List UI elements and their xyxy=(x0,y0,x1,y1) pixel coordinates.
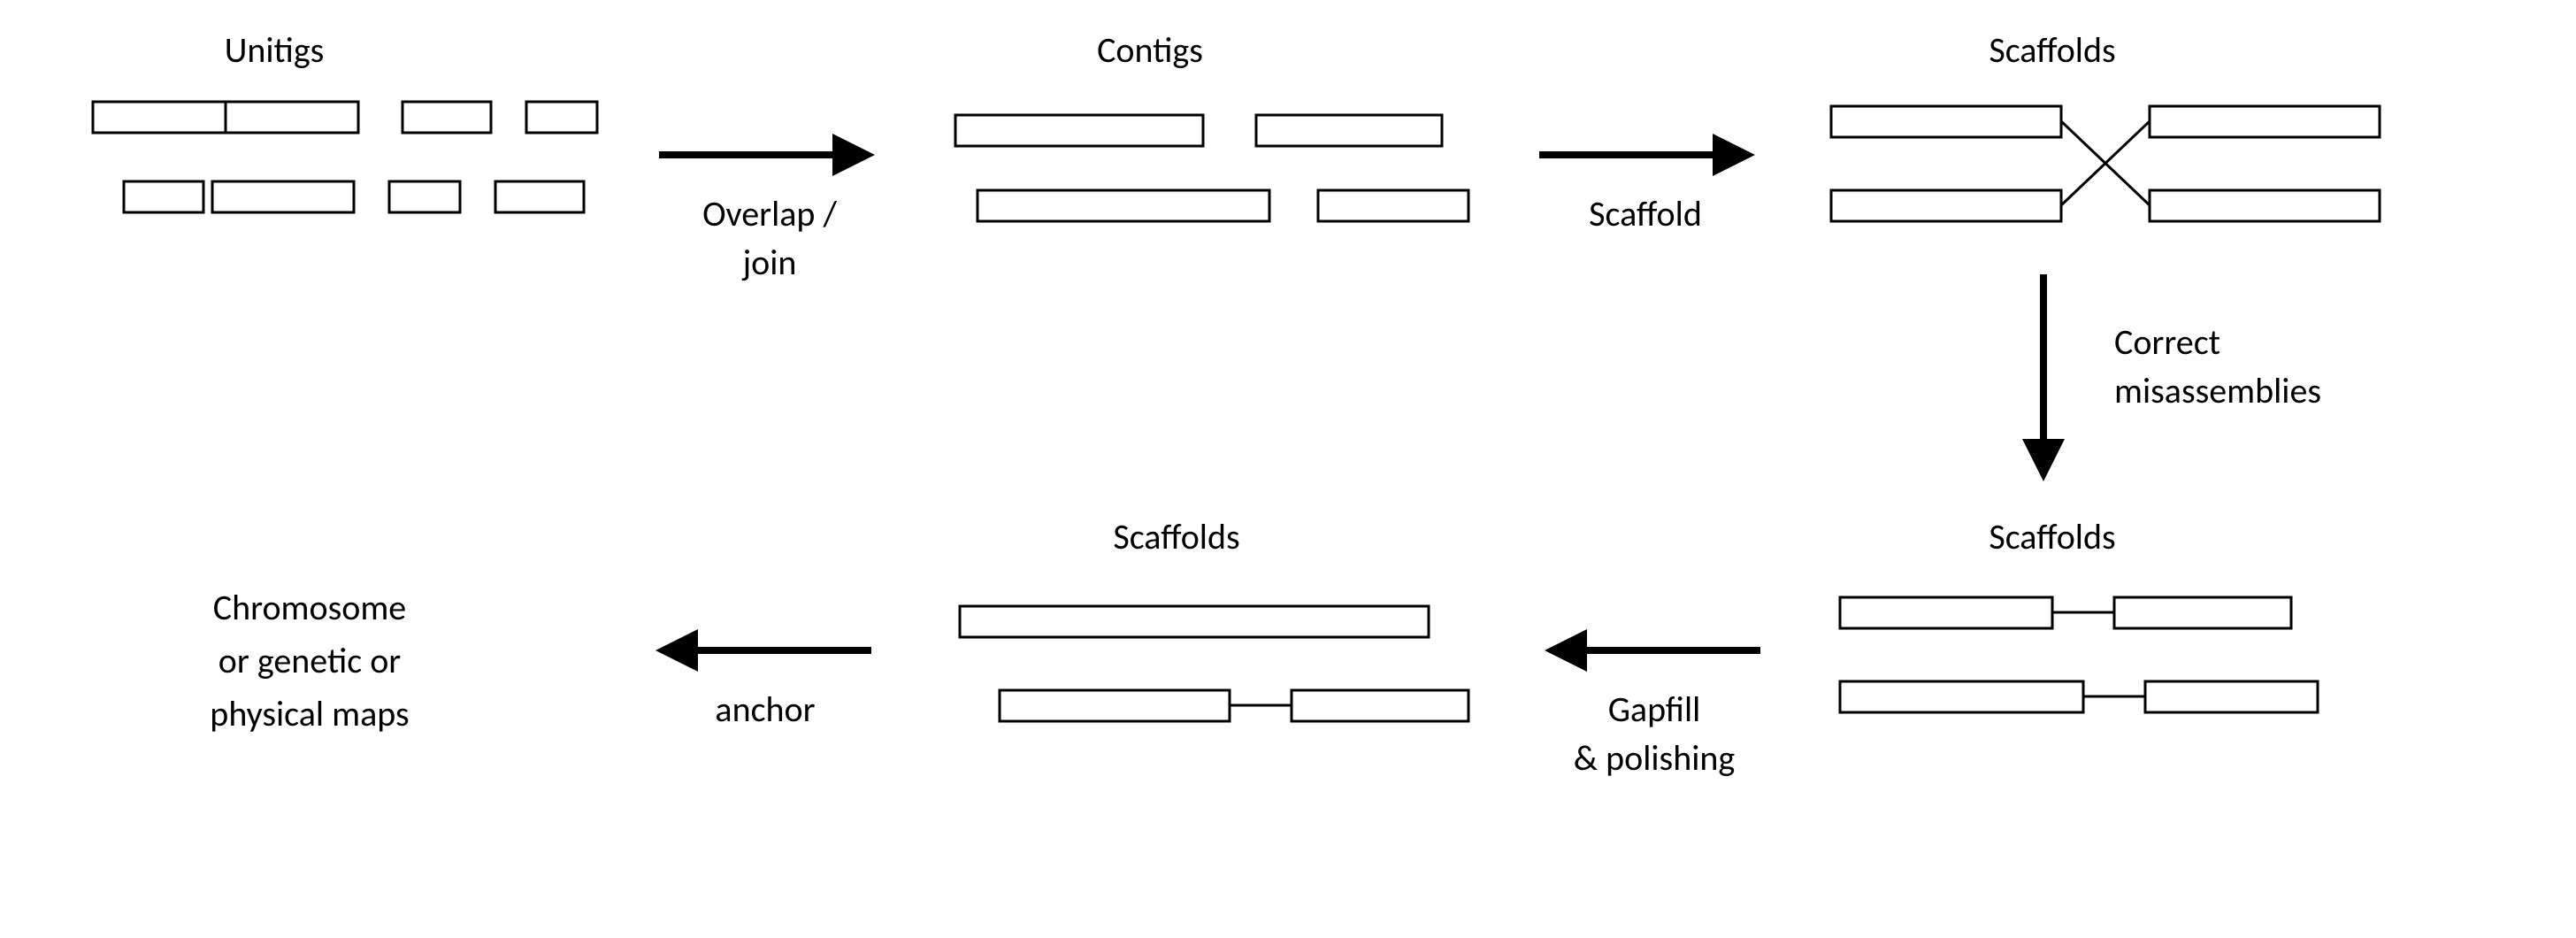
contigs-rect-3 xyxy=(1318,190,1468,221)
arrow-gapfill-polishing-label-0: Gapfill xyxy=(1608,688,1701,731)
scaffolds-top-title: Scaffolds xyxy=(1989,28,2115,72)
contigs-title: Contigs xyxy=(1097,28,1203,72)
final-line-2: physical maps xyxy=(210,692,409,735)
scaffolds-mid-title: Scaffolds xyxy=(1989,515,2115,558)
unitigs-rect-5 xyxy=(212,181,354,212)
arrow-scaffold-label-0: Scaffold xyxy=(1589,192,1702,235)
arrow-correct-misassemblies-label-0: Correct xyxy=(2114,320,2220,364)
arrow-overlap-join-label-0: Overlap / xyxy=(702,192,837,235)
scaffolds-mid-rect-0 xyxy=(1840,597,2052,628)
unitigs-rect-2 xyxy=(402,102,491,133)
contigs-rect-2 xyxy=(978,190,1269,221)
arrow-anchor-label-0: anchor xyxy=(715,688,815,731)
scaffolds-top-rect-1 xyxy=(2150,106,2380,137)
contigs-rect-0 xyxy=(955,115,1203,146)
unitigs-rect-7 xyxy=(495,181,584,212)
scaffolds-mid-rect-2 xyxy=(1840,681,2083,712)
contigs-rect-1 xyxy=(1256,115,1442,146)
unitigs-rect-3 xyxy=(526,102,597,133)
scaffolds-top-rect-2 xyxy=(1831,190,2061,221)
scaffolds-left-title: Scaffolds xyxy=(1113,515,1239,558)
unitigs-title: Unitigs xyxy=(225,28,325,72)
final-line-1: or genetic or xyxy=(218,639,402,682)
unitigs-rect-4 xyxy=(124,181,203,212)
scaffolds-left-rect-2 xyxy=(1292,690,1468,721)
scaffolds-top-rect-3 xyxy=(2150,190,2380,221)
scaffolds-mid-rect-3 xyxy=(2145,681,2318,712)
unitigs-rect-1 xyxy=(226,102,358,133)
scaffolds-left-rect-1 xyxy=(1000,690,1230,721)
unitigs-rect-0 xyxy=(93,102,226,133)
final-line-0: Chromosome xyxy=(213,586,406,629)
assembly-pipeline-diagram: Unitigs Contigs Scaffolds Scaffolds Scaffold… xyxy=(0,0,2576,938)
arrow-overlap-join-label-1: join xyxy=(741,241,797,284)
unitigs-rect-6 xyxy=(389,181,460,212)
scaffolds-top-rect-0 xyxy=(1831,106,2061,137)
arrow-gapfill-polishing-label-1: & polishing xyxy=(1574,736,1736,780)
arrow-correct-misassemblies-label-1: misassemblies xyxy=(2114,369,2321,412)
scaffolds-mid-rect-1 xyxy=(2114,597,2291,628)
scaffolds-left-rect-0 xyxy=(960,606,1429,637)
